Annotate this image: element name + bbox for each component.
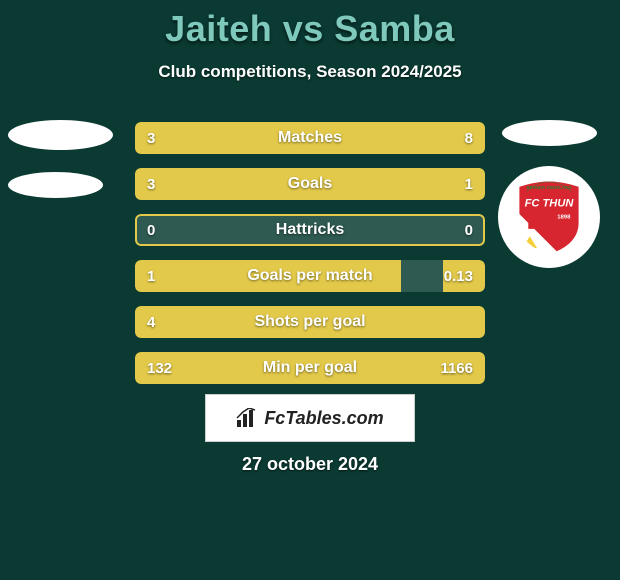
footer-brand-text: FcTables.com — [264, 408, 383, 429]
stat-value-left: 3 — [147, 176, 155, 193]
club-text-main: FC THUN — [525, 198, 575, 210]
stat-label: Goals per match — [247, 267, 372, 285]
stat-value-left: 3 — [147, 130, 155, 147]
stat-label: Goals — [288, 175, 332, 193]
stat-label: Min per goal — [263, 359, 357, 377]
date-text: 27 october 2024 — [242, 454, 378, 475]
stat-fill-left — [135, 168, 398, 200]
stat-fill-right — [231, 122, 485, 154]
page-subtitle: Club competitions, Season 2024/2025 — [0, 62, 620, 82]
stat-label: Matches — [278, 129, 342, 147]
stat-value-left: 0 — [147, 222, 155, 239]
left-badge-1 — [8, 120, 113, 150]
left-badge-2 — [8, 172, 103, 198]
stat-value-right: 0.13 — [444, 268, 473, 285]
stat-row: 3 Goals 1 — [135, 168, 485, 200]
stat-row: 3 Matches 8 — [135, 122, 485, 154]
bar-chart-icon — [236, 408, 258, 428]
stat-value-right: 1 — [465, 176, 473, 193]
right-badge-1 — [502, 120, 597, 146]
stat-row: 1 Goals per match 0.13 — [135, 260, 485, 292]
stat-value-left: 132 — [147, 360, 172, 377]
page-title: Jaiteh vs Samba — [0, 0, 620, 50]
stat-value-right: 1166 — [440, 360, 473, 377]
stat-row: 132 Min per goal 1166 — [135, 352, 485, 384]
stats-container: 3 Matches 8 3 Goals 1 0 Hattricks 0 1 Goals per ma… — [135, 122, 485, 384]
stat-label: Shots per goal — [254, 313, 365, 331]
stat-row: 4 Shots per goal — [135, 306, 485, 338]
stat-row: 0 Hattricks 0 — [135, 214, 485, 246]
stat-value-right: 8 — [465, 130, 473, 147]
footer-brand: FcTables.com — [205, 394, 415, 442]
club-year: 1898 — [557, 214, 571, 220]
left-badge-column — [8, 120, 113, 198]
stat-value-right: 0 — [465, 222, 473, 239]
club-text-top: BERNER OBERLAND — [526, 185, 572, 190]
stat-value-left: 4 — [147, 314, 155, 331]
right-badge-column: BERNER OBERLAND FC THUN 1898 — [498, 120, 600, 268]
stat-value-left: 1 — [147, 268, 155, 285]
club-shield-icon: BERNER OBERLAND FC THUN 1898 — [512, 177, 586, 257]
stat-label: Hattricks — [276, 221, 344, 239]
club-logo: BERNER OBERLAND FC THUN 1898 — [498, 166, 600, 268]
